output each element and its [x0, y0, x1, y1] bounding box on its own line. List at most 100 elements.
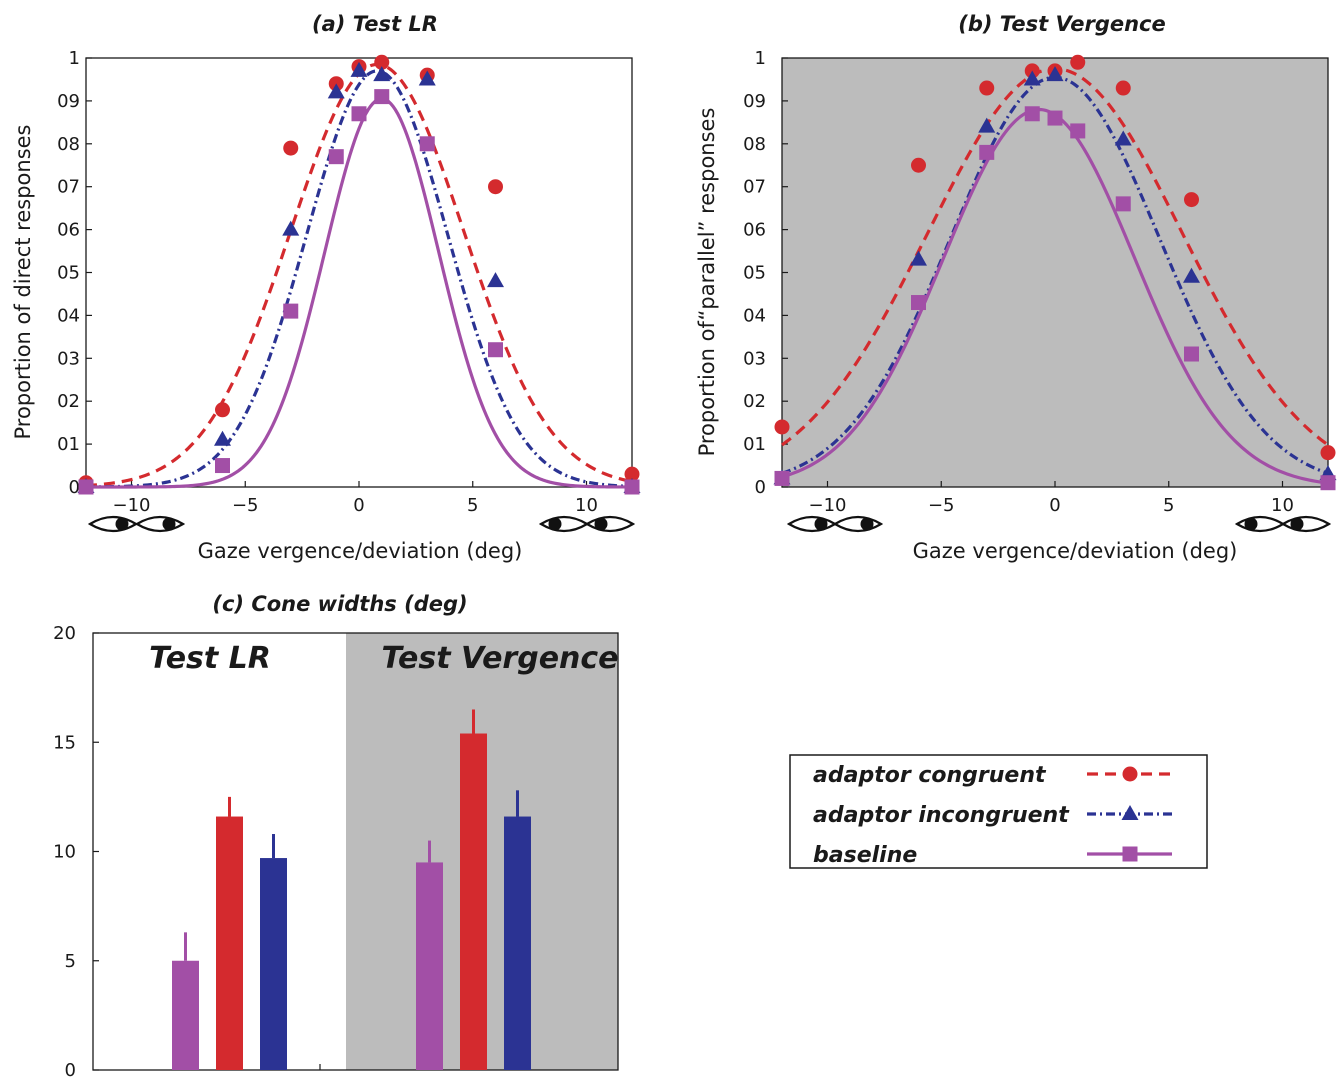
- x-tick-label: −10: [113, 495, 151, 516]
- bar-incongruent: [504, 816, 531, 1070]
- data-point-baseline: [215, 458, 230, 474]
- data-point-incongruent: [1046, 66, 1064, 82]
- panel-c-backgrounds: [92, 632, 619, 1071]
- data-point-baseline: [328, 149, 344, 165]
- panel-a-title: (a) Test LR: [312, 12, 438, 36]
- group-label-test-vergence: Test Vergence: [381, 641, 618, 676]
- data-point-incongruent: [910, 250, 927, 266]
- panel-b-x-ticks: −10 −5 0 5 10: [809, 481, 1294, 516]
- data-point-incongruent: [373, 66, 391, 82]
- panel-b-plot-area: [781, 57, 1329, 488]
- eye-icon: [538, 515, 590, 533]
- x-tick-label: −5: [232, 495, 259, 516]
- bar-baseline: [416, 862, 443, 1070]
- data-point-congruent: [979, 80, 995, 96]
- data-point-incongruent: [1114, 130, 1132, 146]
- y-tick-label: 03: [743, 348, 766, 369]
- data-point-congruent: [374, 54, 390, 70]
- y-tick-label: 03: [57, 348, 80, 369]
- eye-icon: [134, 515, 186, 533]
- data-point-baseline: [374, 89, 390, 105]
- panel-b-eye-icons: [786, 515, 1332, 533]
- y-tick-label: 09: [743, 91, 766, 112]
- data-point-baseline: [1320, 475, 1336, 491]
- data-point-incongruent: [214, 430, 231, 446]
- eye-icon: [87, 515, 139, 533]
- legend-label-incongruent: adaptor incongruent: [813, 803, 1070, 828]
- data-point-baseline: [1115, 196, 1131, 212]
- data-point-incongruent: [418, 70, 436, 86]
- legend-marker-incongruent: [1121, 805, 1139, 820]
- panel-c-y-ticks: 0 5 10 15 20: [53, 623, 99, 1078]
- y-tick-label: 05: [57, 263, 80, 284]
- panel-a-y-ticks: 0 01 02 03 04 05 06 07 08 09 1: [57, 48, 92, 498]
- data-point-congruent: [774, 419, 790, 435]
- data-point-congruent: [1184, 192, 1199, 208]
- bar-congruent: [460, 733, 487, 1070]
- eye-icon: [786, 515, 838, 533]
- panel-a-eye-icons: [87, 515, 636, 533]
- data-point-congruent: [1320, 445, 1336, 461]
- panel-a-x-axis-label: Gaze vergence/deviation (deg): [198, 539, 523, 563]
- x-tick-label: 5: [1163, 495, 1174, 516]
- data-point-baseline: [488, 342, 503, 358]
- y-tick-label: 07: [57, 177, 80, 198]
- panel-a-plot-area: [85, 57, 633, 488]
- panel-a-y-axis-label: Proportion of direct responses: [11, 125, 35, 440]
- panel-b-y-axis-label: Proportion of“parallel” responses: [695, 108, 719, 457]
- panel-a-data-points: [77, 54, 641, 495]
- legend-swatches: [1087, 766, 1172, 862]
- data-point-baseline: [283, 303, 299, 319]
- data-point-congruent: [624, 466, 640, 482]
- bar-congruent: [216, 816, 243, 1070]
- fit-curve-baseline: [86, 97, 633, 489]
- data-point-congruent: [1070, 54, 1086, 70]
- panel-b-x-axis-label: Gaze vergence/deviation (deg): [913, 539, 1238, 563]
- y-tick-label: 1: [755, 48, 766, 69]
- fit-curve-incongruent: [85, 69, 633, 489]
- y-tick-label: 06: [57, 220, 80, 241]
- bar-baseline: [172, 960, 199, 1070]
- legend-marker-congruent: [1122, 766, 1138, 782]
- data-point-baseline: [1070, 123, 1086, 139]
- y-tick-label: 10: [53, 842, 76, 863]
- y-tick-label: 04: [57, 305, 80, 326]
- y-tick-label: 02: [743, 391, 766, 412]
- data-point-congruent: [911, 157, 926, 173]
- panel-b-y-ticks: 0 01 02 03 04 05 06 07 08 09 1: [743, 48, 788, 498]
- y-tick-label: 0: [65, 1060, 76, 1078]
- x-tick-label: 0: [353, 495, 364, 516]
- x-tick-label: 10: [575, 495, 598, 516]
- y-tick-label: 1: [69, 48, 80, 69]
- data-point-congruent: [1115, 80, 1131, 96]
- data-point-incongruent: [1183, 267, 1200, 283]
- data-point-baseline: [1184, 346, 1199, 362]
- data-point-congruent: [283, 140, 299, 156]
- y-tick-label: 09: [57, 91, 80, 112]
- y-tick-label: 0: [69, 477, 80, 498]
- panel-b-data-points: [773, 54, 1337, 491]
- y-tick-label: 20: [53, 623, 76, 644]
- y-tick-label: 04: [743, 305, 766, 326]
- x-tick-label: 5: [467, 495, 478, 516]
- data-point-incongruent: [487, 272, 504, 288]
- y-tick-label: 05: [743, 263, 766, 284]
- data-point-congruent: [488, 179, 503, 195]
- data-point-baseline: [1047, 110, 1063, 126]
- eye-icon: [584, 515, 636, 533]
- y-tick-label: 06: [743, 220, 766, 241]
- data-point-baseline: [1024, 106, 1040, 122]
- x-tick-label: 10: [1271, 495, 1294, 516]
- data-point-incongruent: [978, 117, 996, 133]
- y-tick-label: 0: [755, 477, 766, 498]
- data-point-incongruent: [1023, 70, 1041, 86]
- y-tick-label: 01: [743, 434, 766, 455]
- panel-c-title: (c) Cone widths (deg): [212, 592, 467, 616]
- data-point-baseline: [979, 144, 995, 160]
- eye-icon: [832, 515, 884, 533]
- group-label-test-lr: Test LR: [149, 641, 271, 676]
- panel-c-bars: [172, 709, 531, 1070]
- data-point-baseline: [624, 479, 640, 495]
